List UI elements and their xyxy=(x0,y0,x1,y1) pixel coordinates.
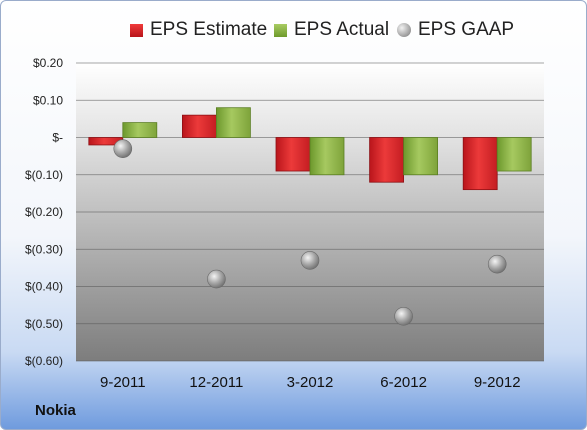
legend-item-eps-gaap: EPS GAAP xyxy=(397,15,514,45)
legend-label-eps-estimate: EPS Estimate xyxy=(150,19,268,40)
y-tick-label: $0.10 xyxy=(33,93,63,107)
x-tick-label: 12-2011 xyxy=(189,374,243,391)
y-tick-label: $(0.50) xyxy=(25,317,63,331)
bar-eps-estimate xyxy=(275,137,311,172)
legend-swatch-eps-actual xyxy=(274,23,287,37)
y-tick-label: $(0.30) xyxy=(25,242,63,256)
legend-swatch-eps-estimate xyxy=(130,23,143,37)
marker-eps-gaap xyxy=(394,306,413,326)
company-label: Nokia xyxy=(35,402,76,419)
marker-eps-gaap xyxy=(487,254,507,274)
legend-label-eps-gaap: EPS GAAP xyxy=(418,19,515,40)
y-tick-label: $(0.20) xyxy=(25,205,63,219)
marker-eps-gaap xyxy=(113,139,133,158)
x-tick-label: 3-2012 xyxy=(287,374,334,391)
x-tick-label: 9-2011 xyxy=(100,374,146,391)
bar-eps-estimate xyxy=(181,114,217,138)
legend-label-eps-actual: EPS Actual xyxy=(294,19,390,40)
y-tick-label: $- xyxy=(52,131,63,145)
bar-eps-actual xyxy=(122,122,158,138)
y-tick-label: $0.20 xyxy=(33,56,63,70)
bar-eps-actual xyxy=(309,137,345,176)
legend-item-eps-estimate: EPS Estimate xyxy=(130,15,267,45)
legend-swatch-eps-gaap xyxy=(397,23,411,37)
y-tick-label: $(0.60) xyxy=(25,354,63,368)
legend-item-eps-actual: EPS Actual xyxy=(274,15,389,45)
bar-eps-actual xyxy=(496,137,532,172)
bar-eps-actual xyxy=(403,137,439,176)
y-tick-label: $(0.40) xyxy=(25,280,63,294)
marker-eps-gaap xyxy=(207,269,226,289)
bar-eps-estimate xyxy=(462,137,498,191)
x-tick-label: 9-2012 xyxy=(474,374,521,391)
y-tick-label: $(0.10) xyxy=(25,168,63,182)
marker-eps-gaap xyxy=(300,251,320,270)
x-tick-label: 6-2012 xyxy=(380,374,427,391)
legend: EPS Estimate EPS Actual EPS GAAP xyxy=(1,15,586,45)
bar-eps-actual xyxy=(215,107,251,138)
bar-eps-estimate xyxy=(369,137,405,183)
